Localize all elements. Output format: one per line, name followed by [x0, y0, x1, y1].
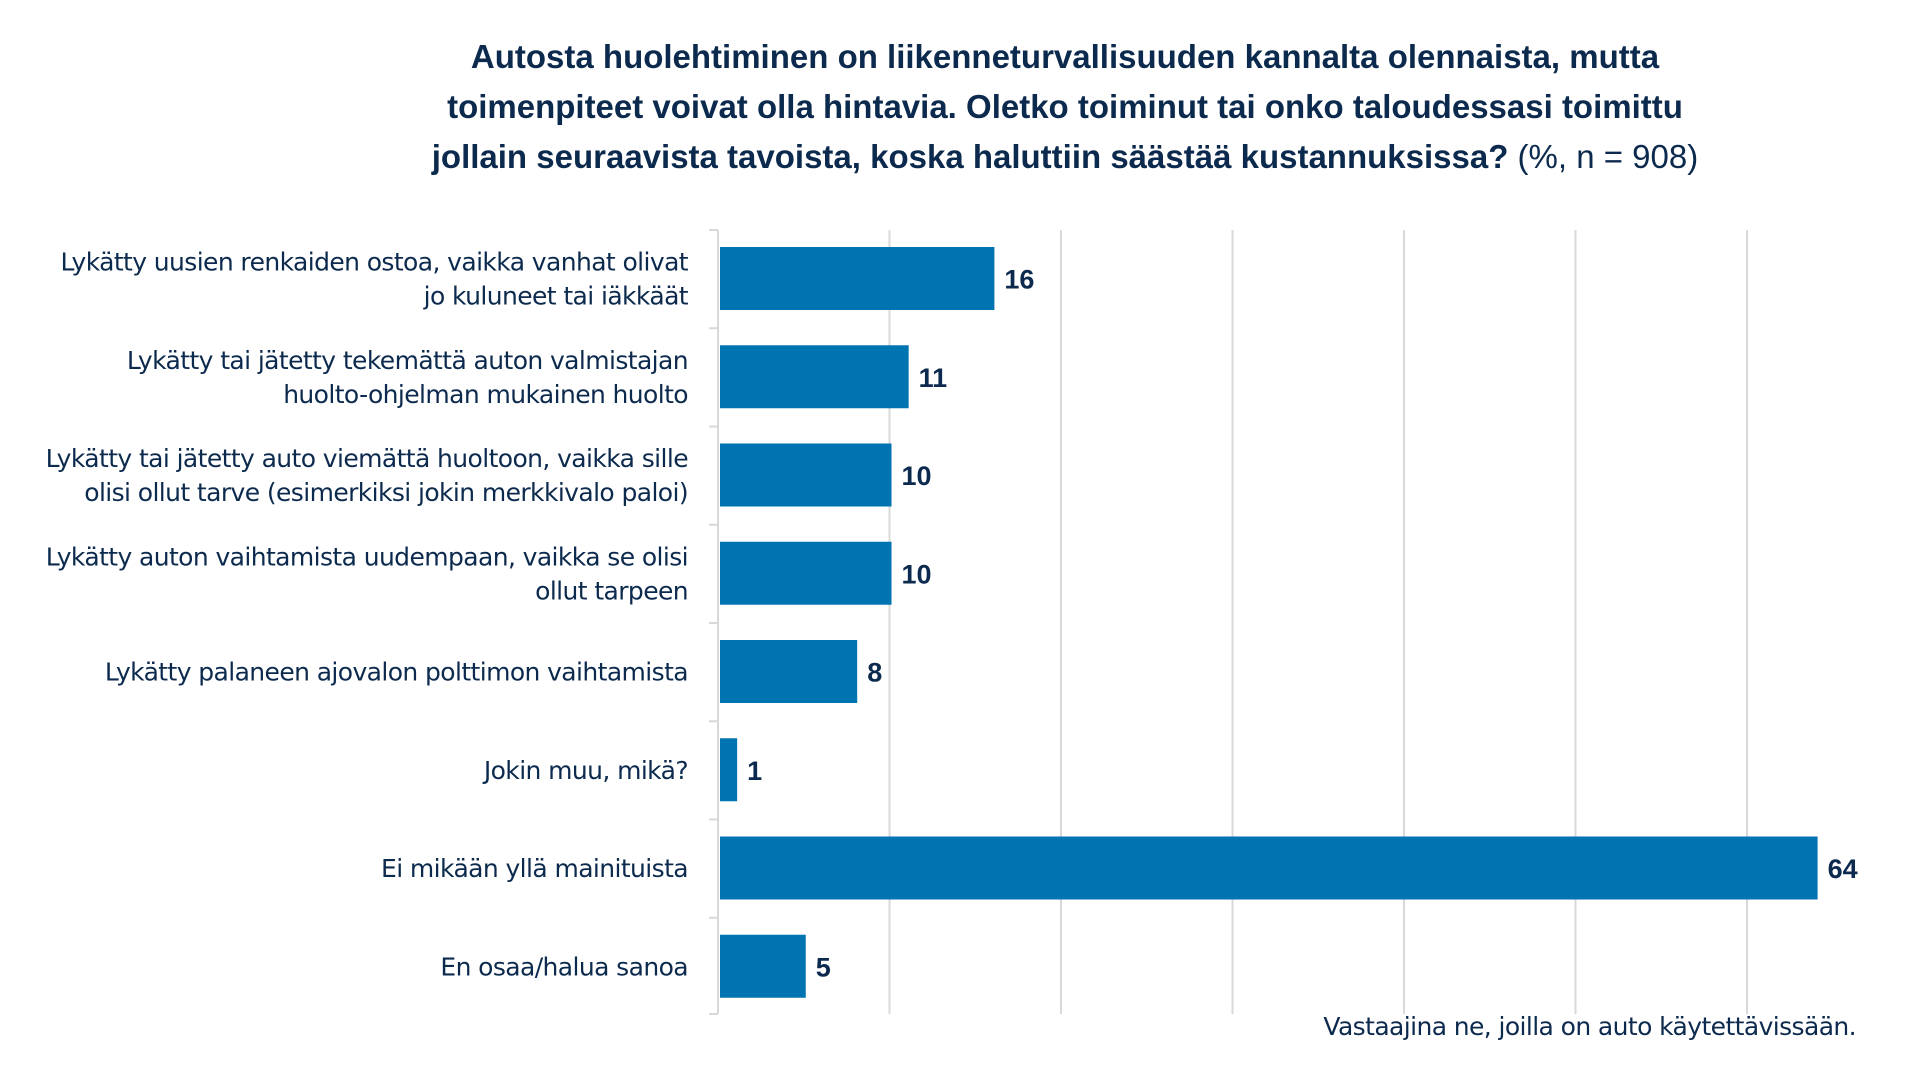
value-label: 11 — [919, 363, 948, 393]
value-label: 1 — [747, 756, 762, 786]
value-label: 16 — [1004, 265, 1034, 295]
title-line-2: toimenpiteet voivat olla hintavia. Oletk… — [447, 88, 1683, 125]
category-label: jo kuluneet tai iäkkäät — [423, 282, 689, 311]
category-label: Lykätty uusien renkaiden ostoa, vaikka v… — [60, 248, 688, 277]
title-suffix: (%, n = 908) — [1517, 138, 1699, 175]
category-label: huolto-ohjelman mukainen huolto — [283, 380, 688, 409]
value-label: 10 — [902, 559, 932, 589]
chart-title: Autosta huolehtiminen on liikenneturvall… — [300, 32, 1830, 182]
title-line-3-text: jollain seuraavista tavoista, koska halu… — [431, 138, 1509, 175]
title-line-1: Autosta huolehtiminen on liikenneturvall… — [470, 38, 1660, 75]
category-label: olisi ollut tarve (esimerkiksi jokin mer… — [84, 478, 688, 507]
category-label: En osaa/halua sanoa — [440, 952, 688, 981]
category-label: ollut tarpeen — [535, 576, 688, 605]
value-labels: 16 11 10 10 8 1 64 5 — [747, 265, 1857, 983]
category-label: Lykätty tai jätetty auto viemättä huolto… — [46, 444, 689, 473]
category-label: Lykätty palaneen ajovalon polttimon vaih… — [105, 658, 688, 687]
value-label: 10 — [902, 461, 932, 491]
bar — [720, 443, 892, 507]
category-label: Lykätty tai jätetty tekemättä auton valm… — [127, 346, 688, 375]
bar — [720, 836, 1818, 900]
value-label: 64 — [1828, 854, 1858, 884]
bar — [720, 640, 858, 703]
title-line-3: jollain seuraavista tavoista, koska halu… — [300, 132, 1830, 182]
bar — [720, 247, 995, 310]
bar — [720, 541, 892, 605]
category-label: Ei mikään yllä mainituista — [381, 854, 688, 883]
bar — [720, 738, 738, 802]
bar — [720, 934, 806, 998]
value-label: 5 — [816, 952, 831, 982]
bars — [720, 247, 1818, 998]
footnote: Vastaajina ne, joilla on auto käytettävi… — [1323, 1012, 1856, 1041]
category-labels: Lykätty uusien renkaiden ostoa, vaikka v… — [46, 248, 690, 982]
category-label: Jokin muu, mikä? — [482, 756, 688, 785]
bar — [720, 345, 909, 409]
value-label: 8 — [867, 658, 882, 688]
category-label: Lykätty auton vaihtamista uudempaan, vai… — [46, 542, 688, 571]
y-axis — [709, 229, 719, 1015]
